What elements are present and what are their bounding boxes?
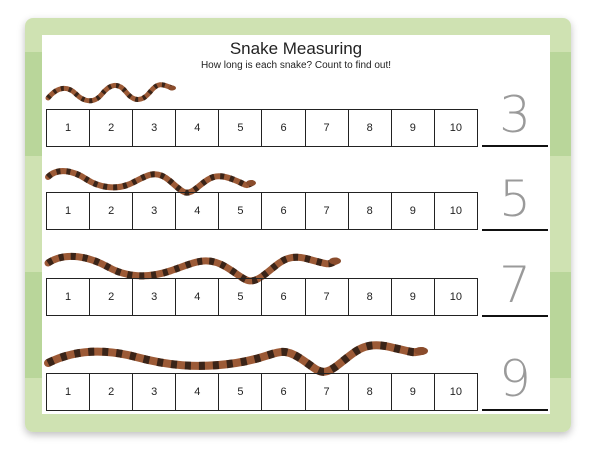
ruler-cell: 8 — [349, 110, 392, 146]
ruler-cell: 7 — [306, 374, 349, 410]
ruler-cell: 7 — [306, 193, 349, 229]
ruler-cell: 4 — [176, 193, 220, 229]
ruler-cell: 1 — [47, 279, 91, 315]
answer-line — [482, 315, 548, 317]
ruler-cell: 5 — [219, 110, 263, 146]
traced-answer-digit: 9 — [499, 350, 531, 408]
ruler-cell: 10 — [449, 386, 463, 398]
ruler-cell: 5 — [219, 279, 263, 315]
answer-line — [482, 145, 548, 147]
worksheet-subtitle: How long is each snake? Count to find ou… — [200, 60, 392, 71]
ruler-cell: 1 — [47, 374, 91, 410]
ruler-cell: 3 — [133, 374, 177, 410]
ruler-cell: 10 — [449, 122, 463, 134]
answer-box-row-4[interactable]: 9 — [482, 351, 548, 411]
snake-image — [45, 168, 256, 196]
ruler-cell: 2 — [90, 110, 134, 146]
ruler-cell: 6 — [262, 110, 306, 146]
ruler-cell: 4 — [176, 110, 220, 146]
ruler-cell: 9 — [392, 193, 435, 229]
ruler-cell: 9 — [392, 110, 435, 146]
ruler-cell: 8 — [349, 193, 392, 229]
traced-answer-digit: 5 — [499, 170, 531, 228]
answer-box-row-2[interactable]: 5 — [482, 171, 548, 231]
ruler-row-3: 1 2 3 4 5 6 7 8 9 10 — [46, 278, 478, 316]
answer-box-row-3[interactable]: 7 — [482, 257, 548, 317]
ruler-cell: 3 — [133, 110, 177, 146]
ruler-cell: 6 — [262, 279, 306, 315]
worksheet: Snake Measuring How long is each snake? … — [42, 35, 550, 414]
snake-image — [45, 82, 176, 104]
ruler-cell: 6 — [262, 374, 306, 410]
traced-answer-digit: 7 — [499, 256, 531, 314]
ruler-cell: 7 — [306, 110, 349, 146]
ruler-row-4: 1 2 3 4 5 6 7 8 9 10 — [46, 373, 478, 411]
snake-image — [44, 252, 341, 285]
ruler-row-2: 1 2 3 4 5 6 7 8 9 10 — [46, 192, 478, 230]
ruler-cell: 6 — [262, 193, 306, 229]
ruler-cell: 2 — [90, 279, 134, 315]
ruler-cell: 5 — [219, 374, 263, 410]
ruler-cell: 9 — [392, 374, 435, 410]
worksheet-frame: Snake Measuring How long is each snake? … — [25, 18, 571, 432]
ruler-cell: 8 — [349, 374, 392, 410]
ruler-row-1: 1 2 3 4 5 6 7 8 9 10 — [46, 109, 478, 147]
ruler-cell: 2 — [90, 374, 134, 410]
ruler-cell: 4 — [176, 279, 220, 315]
answer-line — [482, 409, 548, 411]
ruler-cell: 8 — [349, 279, 392, 315]
snake-image — [44, 341, 428, 376]
ruler-cell: 10 — [449, 291, 463, 303]
ruler-cell: 1 — [47, 193, 91, 229]
ruler-cell: 10 — [449, 205, 463, 217]
answer-box-row-1[interactable]: 3 — [482, 87, 548, 147]
ruler-cell: 1 — [47, 110, 91, 146]
ruler-cell: 9 — [392, 279, 435, 315]
ruler-cell: 5 — [219, 193, 263, 229]
answer-line — [482, 229, 548, 231]
ruler-cell: 7 — [306, 279, 349, 315]
ruler-cell: 2 — [90, 193, 134, 229]
ruler-cell: 4 — [176, 374, 220, 410]
ruler-cell: 3 — [133, 279, 177, 315]
traced-answer-digit: 3 — [499, 86, 531, 144]
ruler-cell: 3 — [133, 193, 177, 229]
worksheet-title: Snake Measuring — [229, 39, 363, 58]
